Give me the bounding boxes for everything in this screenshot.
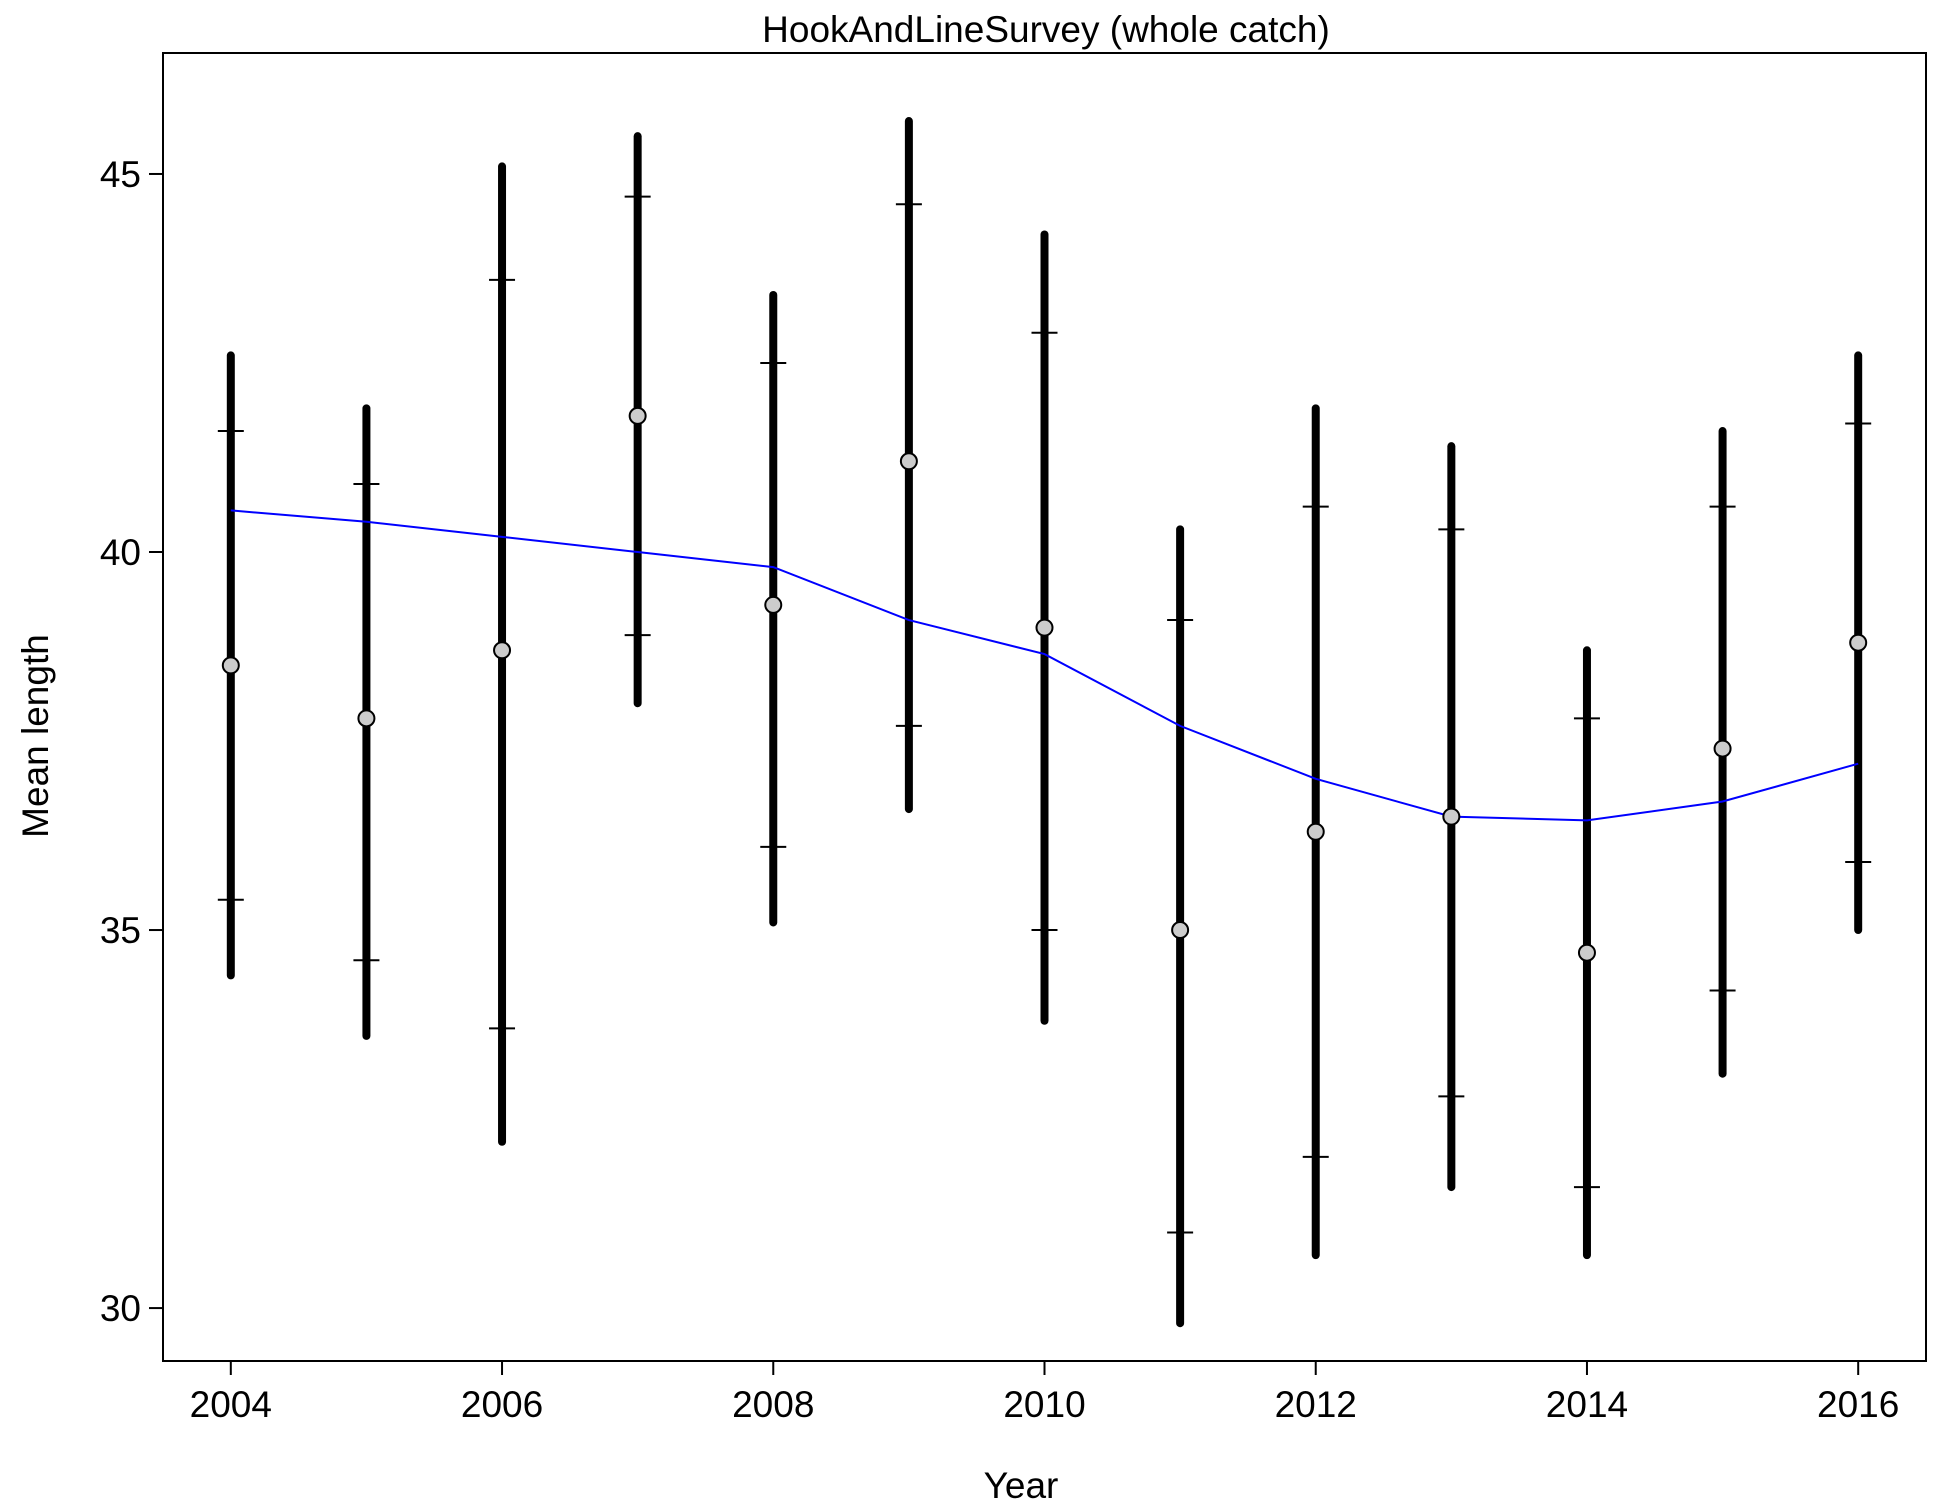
observed-point — [1442, 807, 1461, 826]
x-tick-label: 2008 — [732, 1384, 814, 1425]
observed-point — [1306, 822, 1325, 841]
x-tick-label: 2004 — [190, 1384, 272, 1425]
x-axis: 2004 2006 2008 2010 2012 2014 2016 — [190, 1361, 1899, 1425]
expected-mean-length-line — [230, 509, 1859, 822]
y-axis-label: Mean length — [15, 634, 56, 838]
observed-point — [1849, 633, 1868, 652]
observed-point — [221, 656, 240, 675]
observed-point — [357, 709, 376, 728]
observed-point — [493, 641, 512, 660]
y-tick-label: 30 — [100, 1288, 141, 1329]
observed-point — [628, 406, 647, 425]
x-tick-label: 2012 — [1275, 1384, 1357, 1425]
confidence-intervals — [217, 117, 1872, 1328]
observed-point — [1035, 618, 1054, 637]
observed-point — [899, 452, 918, 471]
x-tick-label: 2006 — [461, 1384, 543, 1425]
x-tick-label: 2014 — [1546, 1384, 1628, 1425]
x-tick-label: 2016 — [1817, 1384, 1899, 1425]
observed-points — [221, 406, 1868, 962]
x-tick-label: 2010 — [1003, 1384, 1085, 1425]
observed-point — [1577, 943, 1596, 962]
observed-point — [764, 595, 783, 614]
y-tick-label: 45 — [100, 154, 141, 195]
y-tick-label: 40 — [100, 532, 141, 573]
x-axis-label: Year — [984, 1465, 1059, 1500]
y-axis: 30 35 40 45 — [100, 154, 163, 1329]
chart-title: HookAndLineSurvey (whole catch) — [762, 9, 1330, 50]
y-tick-label: 35 — [100, 910, 141, 951]
observed-point — [1171, 921, 1190, 940]
observed-point — [1713, 739, 1732, 758]
